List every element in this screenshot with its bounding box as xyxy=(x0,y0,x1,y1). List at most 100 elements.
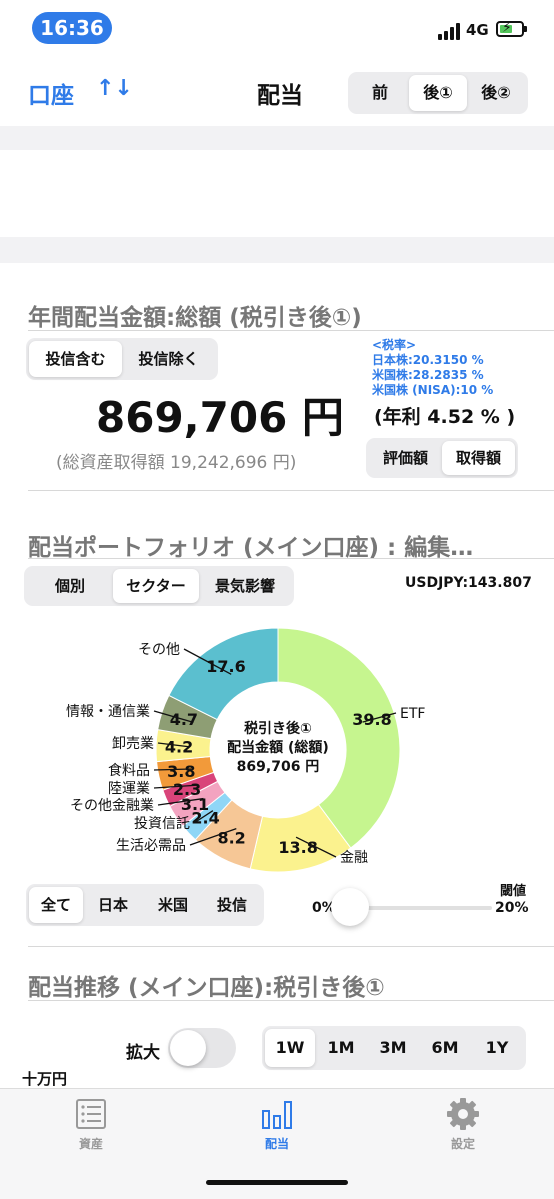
donut-slice[interactable] xyxy=(168,627,279,721)
tax-rate-japan: 日本株:20.3150 % xyxy=(372,353,484,367)
list-icon xyxy=(76,1099,106,1129)
donut-category-label: 金融 xyxy=(340,850,368,866)
donut-slice[interactable] xyxy=(277,627,401,849)
donut-leader-line xyxy=(153,710,194,723)
donut-category-label: 食料品 xyxy=(108,762,150,779)
home-indicator xyxy=(206,1180,348,1185)
threshold-slider-knob[interactable] xyxy=(330,888,369,926)
view-sector-tab[interactable]: セクター xyxy=(113,569,199,603)
page-title: 配当 xyxy=(257,83,303,109)
region-filter: 全て 日本 米国 投信 xyxy=(26,884,264,926)
donut-category-label: ETF xyxy=(400,706,425,722)
status-time: 16:36 xyxy=(32,12,112,44)
fund-toggle: 投信含む 投信除く xyxy=(26,338,218,380)
acquisition-cost-option[interactable]: 取得額 xyxy=(442,441,515,475)
view-individual-tab[interactable]: 個別 xyxy=(54,577,85,595)
threshold-max: 20% xyxy=(495,900,529,916)
sector-donut-chart: 39.813.88.22.43.12.33.84.24.717.6 ETF金融生… xyxy=(66,627,425,873)
range-3m[interactable]: 3M xyxy=(379,1038,407,1057)
donut-category-label: 陸運業 xyxy=(108,781,150,797)
filter-all[interactable]: 全て xyxy=(29,887,83,923)
range-selector: 1W 1M 3M 6M 1Y xyxy=(262,1026,526,1070)
account-button[interactable]: 口座 xyxy=(28,83,74,109)
divider xyxy=(28,1000,554,1001)
donut-leader-line xyxy=(189,828,237,846)
view-economy-tab[interactable]: 景気影響 xyxy=(214,577,275,595)
tab-dividend[interactable]: 配当 xyxy=(222,1097,332,1152)
annual-dividend-title: 年間配当金額:総額 (税引き後①) xyxy=(28,305,362,331)
donut-leader-line xyxy=(157,797,204,806)
donut-category-label: その他金融業 xyxy=(70,798,154,814)
range-1w[interactable]: 1W xyxy=(265,1029,315,1067)
fx-rate: USDJPY:143.807 xyxy=(405,575,532,591)
donut-value-label: 13.8 xyxy=(278,838,317,857)
exclude-funds-option[interactable]: 投信除く xyxy=(138,350,199,368)
signal-icon xyxy=(438,22,464,40)
acquisition-total: (総資産取得額 19,242,696 円) xyxy=(56,453,297,473)
tax-view-before[interactable]: 前 xyxy=(371,83,388,102)
donut-category-label: 投資信託 xyxy=(134,816,190,832)
donut-leader-line xyxy=(362,712,397,723)
tab-dividend-label: 配当 xyxy=(264,1137,289,1151)
divider xyxy=(28,946,554,947)
donut-leader-line xyxy=(157,742,190,748)
range-1m[interactable]: 1M xyxy=(327,1038,355,1057)
donut-leader-line xyxy=(295,836,337,858)
filter-japan[interactable]: 日本 xyxy=(97,896,128,914)
filter-us[interactable]: 米国 xyxy=(157,896,188,914)
gear-icon xyxy=(447,1098,479,1130)
tax-view-segmented: 前 後① 後② xyxy=(348,72,528,114)
threshold-min: 0% xyxy=(312,900,336,916)
tax-rate-us: 米国株:28.2835 % xyxy=(372,368,484,382)
bar-chart-icon xyxy=(262,1101,292,1129)
donut-center-line2: 配当金額 (総額) xyxy=(227,739,329,756)
tax-rate-heading: <税率> xyxy=(372,338,417,352)
tax-rate-us-nisa: 米国株 (NISA):10 % xyxy=(372,383,494,397)
sort-icon[interactable]: ↑↓ xyxy=(96,76,133,101)
donut-value-label: 2.3 xyxy=(173,780,201,799)
divider xyxy=(28,330,554,331)
donut-value-label: 3.1 xyxy=(181,795,209,814)
tab-assets-label: 資産 xyxy=(78,1137,103,1151)
tax-view-after2[interactable]: 後② xyxy=(481,83,511,102)
donut-leader-line xyxy=(183,648,232,675)
divider xyxy=(28,490,554,491)
expand-toggle-knob xyxy=(170,1030,206,1066)
network-label: 4G xyxy=(466,21,489,39)
donut-leader-line xyxy=(153,768,192,771)
tab-settings[interactable]: 設定 xyxy=(408,1097,518,1152)
tax-rate-info: <税率> 日本株:20.3150 % 米国株:28.2835 % 米国株 (NI… xyxy=(372,338,493,398)
trend-title: 配当推移 (メイン口座):税引き後① xyxy=(28,975,385,1001)
divider-band xyxy=(0,126,554,150)
donut-category-label: 卸売業 xyxy=(112,736,154,752)
donut-value-label: 3.8 xyxy=(167,762,195,781)
threshold-label: 閾値 xyxy=(500,884,527,899)
trend-unit-label: 十万円 xyxy=(22,1070,68,1088)
portfolio-view-tabs: 個別 セクター 景気影響 xyxy=(24,566,294,606)
status-bar: 16:36 4G ⚡ xyxy=(0,0,554,56)
include-funds-option[interactable]: 投信含む xyxy=(29,341,122,377)
annual-yield: (年利 4.52 % ) xyxy=(374,406,516,428)
donut-center-line1: 税引き後① xyxy=(244,720,312,737)
portfolio-title[interactable]: 配当ポートフォリオ (メイン口座) : 編集… xyxy=(28,535,474,561)
donut-leader-line xyxy=(153,784,197,789)
tab-assets[interactable]: 資産 xyxy=(36,1097,146,1152)
donut-center-line3: 869,706 円 xyxy=(237,759,320,775)
donut-value-label: 2.4 xyxy=(191,808,219,827)
expand-label: 拡大 xyxy=(126,1043,160,1063)
range-1y[interactable]: 1Y xyxy=(485,1038,509,1057)
divider xyxy=(28,558,554,559)
range-6m[interactable]: 6M xyxy=(431,1038,459,1057)
nav-header: 口座 ↑↓ 配当 前 後① 後② xyxy=(0,56,554,126)
tax-view-after1[interactable]: 後① xyxy=(409,75,467,111)
donut-category-label: 生活必需品 xyxy=(116,838,186,854)
donut-leader-line xyxy=(193,810,214,824)
market-value-option[interactable]: 評価額 xyxy=(382,449,428,467)
filter-funds[interactable]: 投信 xyxy=(216,896,247,914)
donut-category-label: その他 xyxy=(138,642,180,658)
donut-category-label: 情報・通信業 xyxy=(66,704,150,720)
donut-value-label: 8.2 xyxy=(217,828,245,847)
expand-toggle[interactable] xyxy=(168,1028,236,1068)
tab-settings-label: 設定 xyxy=(450,1137,475,1151)
annual-dividend-amount: 869,706 円 xyxy=(96,393,344,442)
